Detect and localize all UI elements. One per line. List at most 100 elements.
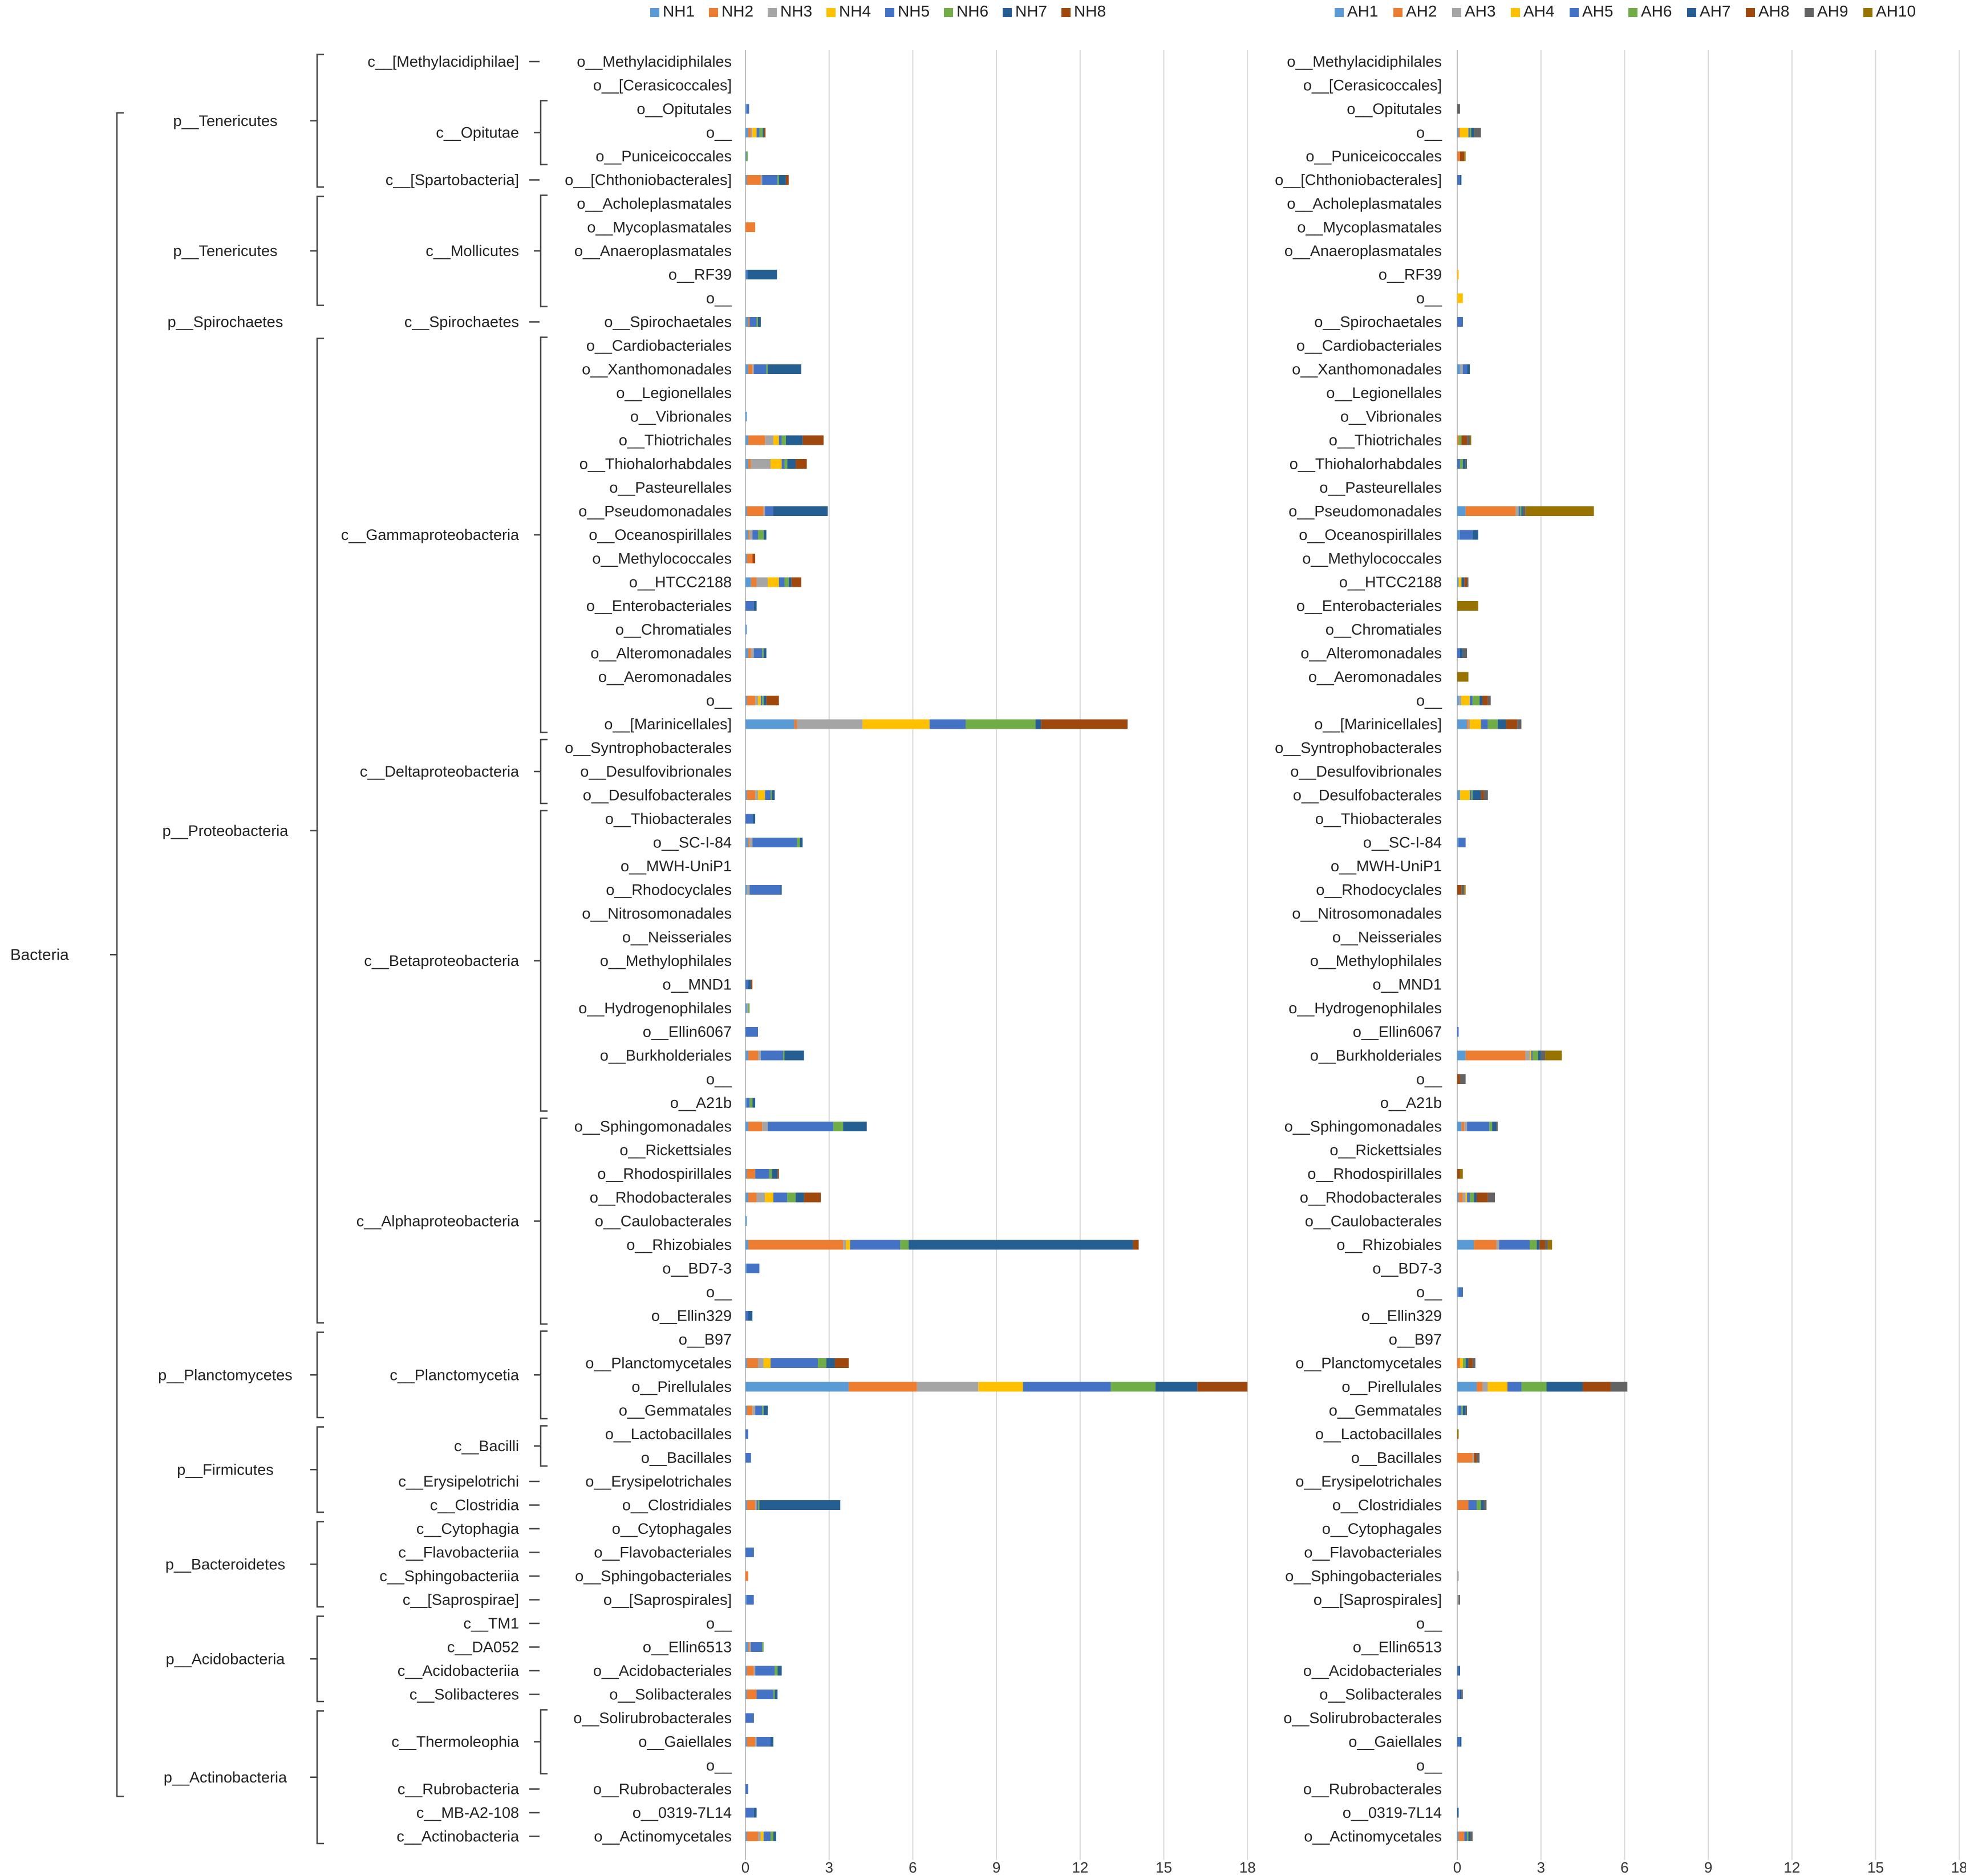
bar-segment-NH4	[846, 1240, 850, 1250]
bar-segment-AH6	[1470, 128, 1472, 137]
bar-segment-AH4	[1460, 790, 1470, 800]
order-label: o__[Cerasicoccales]	[593, 77, 732, 94]
legend-swatch-NH3	[768, 8, 777, 17]
order-label: o__HTCC2188	[629, 574, 732, 591]
order-label: o__Methylophilales	[1310, 952, 1442, 969]
phylum-bracket	[310, 338, 324, 1324]
bar-segment-AH8	[1583, 1382, 1611, 1392]
order-label: o__Burkholderiales	[600, 1047, 732, 1064]
bar-segment-NH4	[760, 1832, 764, 1841]
order-label: o__Anaeroplasmatales	[574, 242, 732, 259]
legend-swatch-NH5	[885, 8, 894, 17]
bar-segment-NH8	[834, 1358, 849, 1368]
bar-segment-NH6	[758, 1500, 760, 1510]
bar-segment-NH2	[747, 1737, 756, 1747]
legend-label-NH2: NH2	[721, 2, 753, 20]
bar-segment-NH5	[760, 696, 763, 705]
bar-segment-NH5	[753, 648, 763, 658]
bar-segment-AH2	[1457, 151, 1460, 161]
bar-segment-NH3	[763, 506, 765, 516]
bar-segment-NH7	[758, 317, 761, 327]
bar-segment-AH6	[1530, 1240, 1537, 1250]
bar-segment-NH7	[1155, 1382, 1198, 1392]
bar-segment-NH1	[745, 128, 748, 137]
class-bracket	[534, 1425, 548, 1467]
order-label: o__Acholeplasmatales	[1287, 195, 1442, 212]
bar-segment-NH5	[749, 317, 757, 327]
bar-segment-NH5	[747, 1264, 760, 1273]
bar-segment-NH1	[745, 412, 747, 421]
bar-segment-NH1	[745, 1216, 747, 1226]
bar-segment-NH5	[751, 1642, 763, 1652]
bar-segment-AH7	[1461, 317, 1463, 327]
order-label: o__Planctomycetales	[1295, 1355, 1442, 1372]
bar-segment-NH5	[752, 530, 759, 540]
bar-segment-NH5	[745, 1311, 748, 1321]
bar-segment-NH6	[784, 577, 789, 587]
order-label: o__Clostridiales	[622, 1497, 732, 1514]
bar-segment-NH3	[760, 175, 763, 185]
bar-segment-AH5	[1507, 1382, 1522, 1392]
bar-segment-AH1	[1457, 1240, 1474, 1250]
order-label: o__Lactobacillales	[1315, 1426, 1442, 1443]
order-label: o__Mycoplasmatales	[587, 219, 732, 236]
class-label: c__Solibacteres	[410, 1686, 519, 1703]
bar-segment-NH1	[745, 838, 748, 847]
order-label: o__Neisseriales	[622, 929, 732, 946]
legend-swatch-AH6	[1628, 8, 1637, 17]
order-label: o__A21b	[1380, 1094, 1442, 1111]
bar-segment-NH6	[900, 1240, 909, 1250]
bar-segment-NH6	[771, 1832, 773, 1841]
order-label: o__Enterobacteriales	[586, 598, 732, 615]
phylum-bracket	[310, 196, 324, 306]
bar-segment-NH7	[843, 1122, 867, 1131]
order-label: o__Pseudomonadales	[1288, 503, 1442, 520]
bar-segment-AH9	[1483, 790, 1488, 800]
bar-segment-NH4	[763, 1358, 771, 1368]
bar-segment-AH1	[1457, 364, 1460, 374]
bar-segment-NH4	[758, 696, 761, 705]
bar-segment-AH6	[1471, 790, 1473, 800]
bar-segment-NH6	[797, 838, 800, 847]
order-label: o__Burkholderiales	[1310, 1047, 1442, 1064]
bar-segment-NH7	[772, 790, 775, 800]
bar-segment-AH7	[1537, 1240, 1540, 1250]
bar-segment-NH8	[804, 1192, 821, 1203]
bar-segment-NH5	[779, 435, 782, 445]
bar-segment-AH7	[1465, 1358, 1469, 1368]
bar-segment-NH6	[769, 1169, 772, 1179]
bar-segment-NH7	[748, 980, 751, 989]
bar-segment-AH5	[1470, 790, 1472, 800]
bar-segment-AH8	[1457, 885, 1462, 895]
bar-segment-NH2	[748, 1050, 759, 1061]
bar-segment-AH9	[1496, 1122, 1498, 1131]
bar-segment-AH5	[1464, 1832, 1468, 1841]
bar-segment-NH6	[762, 1406, 764, 1415]
bar-segment-AH6	[1472, 696, 1480, 705]
phylum-label: p__Tenericutes	[173, 112, 277, 129]
legend-swatch-NH8	[1061, 8, 1071, 17]
bar-segment-NH8	[791, 577, 801, 587]
bar-segment-AH4	[1457, 270, 1459, 279]
order-label: o__Opitutales	[1347, 100, 1442, 117]
bar-segment-NH2	[748, 459, 751, 469]
bar-segment-AH3	[1464, 1122, 1468, 1131]
phylum-bracket	[310, 1331, 324, 1419]
order-label: o__Gemmatales	[619, 1402, 732, 1419]
order-label: o__MND1	[662, 976, 732, 993]
bar-segment-AH7	[1538, 1050, 1541, 1061]
bar-segment-AH9	[1461, 885, 1465, 895]
bar-segment-NH1	[745, 1098, 747, 1108]
bar-segment-NH3	[758, 1050, 761, 1061]
bar-segment-NH6	[787, 1192, 796, 1203]
bar-segment-AH9	[1467, 435, 1470, 445]
bar-segment-NH1	[745, 1264, 747, 1273]
bar-segment-NH8	[802, 435, 824, 445]
bar-segment-NH3	[747, 1003, 748, 1013]
bar-segment-NH1	[745, 554, 747, 563]
bar-segment-NH3	[797, 719, 863, 729]
order-label: o__	[1416, 692, 1442, 709]
bar-segment-NH3	[755, 1737, 757, 1747]
bar-segment-NH8	[752, 554, 756, 563]
bar-segment-AH2	[1477, 1382, 1483, 1392]
